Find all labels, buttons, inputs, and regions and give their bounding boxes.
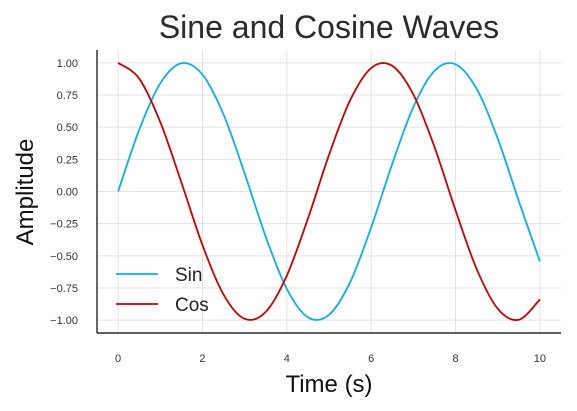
y-tick-label: 0.25 xyxy=(57,154,78,166)
legend-label-sin: Sin xyxy=(175,265,202,286)
x-tick-labels: 0 2 4 6 8 10 xyxy=(115,353,546,365)
y-tick-label: 0.50 xyxy=(57,122,78,134)
x-tick-label: 10 xyxy=(534,353,546,365)
y-axis-label: Amplitude xyxy=(12,139,39,246)
y-tick-label: 0.00 xyxy=(57,187,78,199)
chart-title: Sine and Cosine Waves xyxy=(159,9,499,45)
y-tick-label: −0.50 xyxy=(50,251,78,263)
x-tick-label: 4 xyxy=(284,353,290,365)
x-tick-label: 6 xyxy=(368,353,374,365)
axes xyxy=(96,50,561,334)
x-tick-label: 2 xyxy=(199,353,205,365)
y-tick-label: 1.00 xyxy=(57,58,78,70)
y-tick-label: 0.75 xyxy=(57,90,78,102)
x-tick-label: 8 xyxy=(452,353,458,365)
legend: Sin Cos xyxy=(116,265,209,316)
x-axis-label: Time (s) xyxy=(285,371,372,398)
series-line-sin xyxy=(117,62,541,321)
x-tick-label: 0 xyxy=(115,353,121,365)
grid-lines xyxy=(97,50,561,333)
legend-label-cos: Cos xyxy=(175,295,209,316)
y-tick-labels: 1.00 0.75 0.50 0.25 0.00 −0.25 −0.50 −0.75 −1.00 xyxy=(50,58,78,327)
y-tick-label: −0.75 xyxy=(50,283,78,295)
y-tick-label: −0.25 xyxy=(50,219,78,231)
series-lines xyxy=(117,62,541,321)
y-tick-label: −1.00 xyxy=(50,315,78,327)
series-line-cos xyxy=(117,62,541,321)
